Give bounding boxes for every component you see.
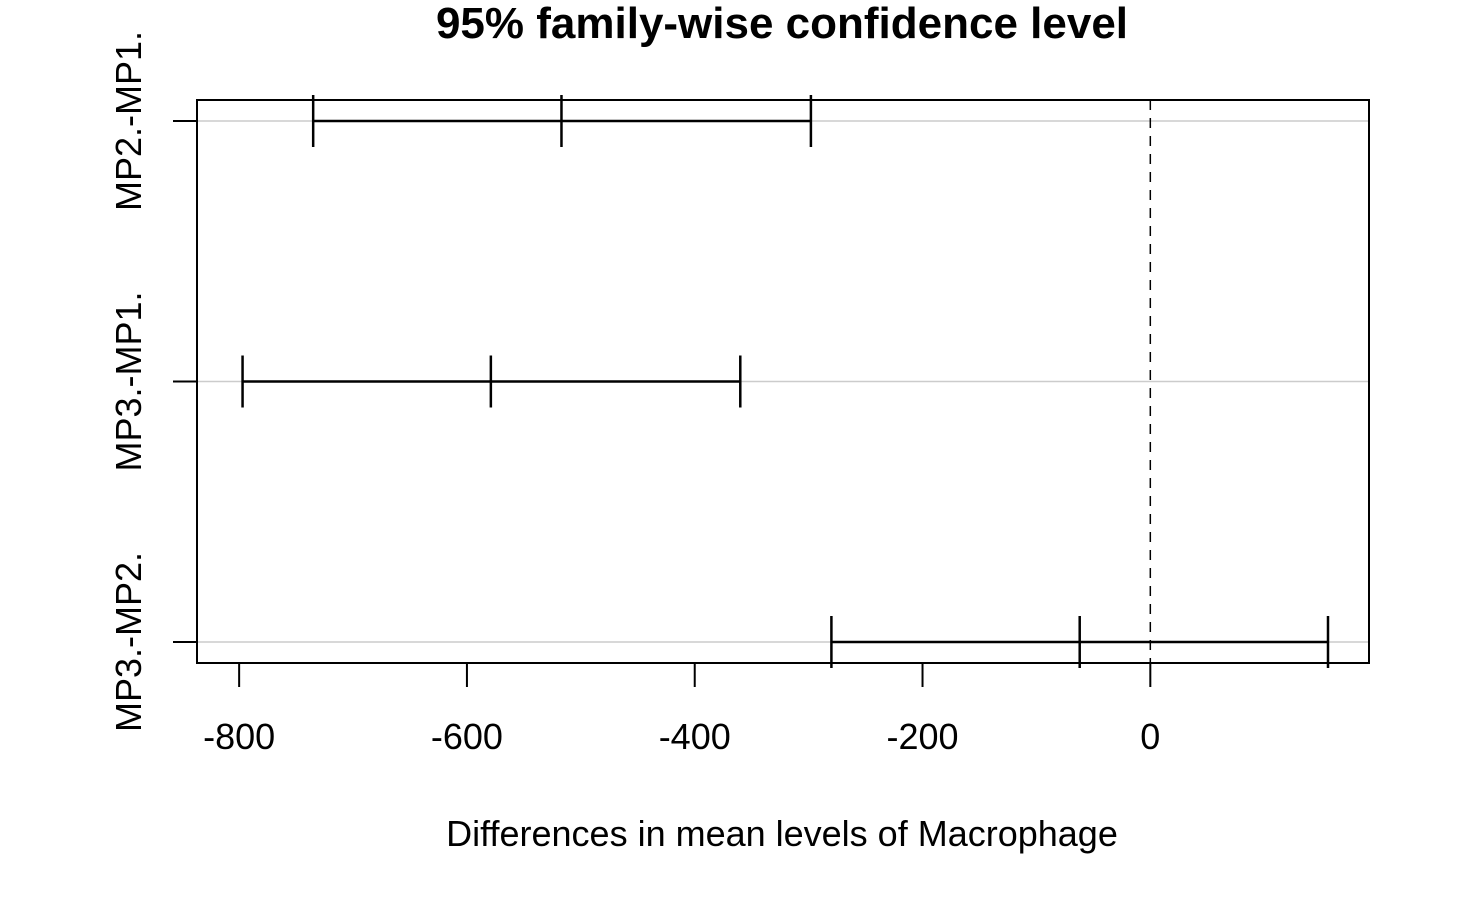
x-axis: -800 -600 -400 -200 0 [203,662,1160,757]
comparison-label: MP2.-MP1. [108,31,149,211]
x-tick-label: -200 [886,716,958,757]
comparison-label: MP3.-MP1. [108,291,149,471]
comparison-label: MP3.-MP2. [108,552,149,732]
chart-title: 95% family-wise confidence level [436,0,1128,48]
x-tick-label: -600 [431,716,503,757]
x-tick-label: -400 [659,716,731,757]
x-axis-label: Differences in mean levels of Macrophage [446,813,1118,854]
x-tick-label: 0 [1140,716,1160,757]
y-axis: MP2.-MP1. MP3.-MP1. MP3.-MP2. [108,31,198,732]
x-tick-label: -800 [203,716,275,757]
intervals [241,95,1330,668]
